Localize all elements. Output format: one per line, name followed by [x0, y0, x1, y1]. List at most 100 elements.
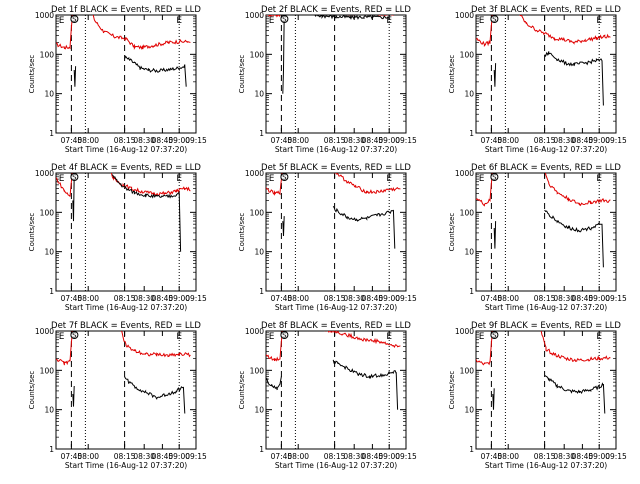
x-tick-label: 08:30 — [133, 136, 155, 145]
y-tick-label: 1 — [49, 287, 54, 296]
series-lld-line — [56, 15, 191, 51]
series-lld-line — [476, 173, 611, 207]
x-tick-label: 09:00 — [168, 452, 190, 461]
x-tick-label: 08:30 — [343, 452, 365, 461]
x-tick-label: 08:45 — [152, 294, 174, 303]
start-marker-circle — [70, 15, 79, 23]
chart-panel-3: Det 3f BLACK = Events, RED = LLD 1 10 100 10… — [448, 5, 627, 154]
x-tick-label: 08:30 — [553, 294, 575, 303]
x-tick-label: 08:00 — [77, 294, 99, 303]
y-tick-label: 1000 — [245, 11, 264, 20]
x-tick-label: 08:15 — [534, 294, 556, 303]
chart-title: Det 3f BLACK = Events, RED = LLD — [471, 5, 621, 15]
x-tick-label: 08:30 — [343, 136, 365, 145]
x-tick-label: 09:00 — [378, 452, 400, 461]
y-tick-label: 1000 — [35, 327, 54, 336]
plot-area — [56, 173, 191, 252]
series-lld-line — [266, 331, 401, 362]
x-tick-label: 08:30 — [133, 294, 155, 303]
series-events-line — [72, 174, 75, 222]
y-tick-label: 1 — [259, 287, 264, 296]
x-tick-label: 08:00 — [497, 452, 519, 461]
end-marker-label: E — [596, 174, 602, 184]
y-tick-label: 1000 — [35, 11, 54, 20]
end-marker-label: E — [176, 16, 182, 26]
y-tick-label: 10 — [254, 406, 264, 415]
y-tick-label: 10 — [44, 406, 54, 415]
end-marker-label: E — [269, 332, 275, 342]
x-tick-label: 08:45 — [362, 136, 384, 145]
y-tick-label: 100 — [460, 366, 475, 375]
end-marker-label: E — [479, 16, 485, 26]
start-marker-circle — [280, 331, 289, 339]
start-marker-circle — [280, 173, 289, 181]
x-tick-label: 09:15 — [185, 136, 207, 145]
x-tick-label: 09:15 — [395, 136, 417, 145]
x-tick-label: 08:30 — [553, 136, 575, 145]
y-tick-label: 1000 — [245, 327, 264, 336]
chart-panel-9: Det 9f BLACK = Events, RED = LLD 1 10 100 10… — [448, 321, 627, 470]
x-tick-label: 09:00 — [378, 294, 400, 303]
series-events-line — [73, 66, 77, 87]
chart-panel-2: Det 2f BLACK = Events, RED = LLD 1 10 100 10… — [238, 5, 417, 154]
x-tick-label: 09:00 — [378, 136, 400, 145]
start-marker-label: S — [72, 16, 77, 24]
end-marker-label: E — [269, 16, 275, 26]
series-events-line — [282, 15, 285, 94]
series-events-line — [124, 55, 187, 87]
x-tick-label: 08:45 — [572, 294, 594, 303]
plot-frame — [265, 14, 407, 134]
x-tick-label: 08:00 — [77, 136, 99, 145]
x-tick-label: 09:00 — [168, 294, 190, 303]
y-tick-label: 10 — [44, 90, 54, 99]
series-lld-line — [56, 331, 191, 366]
x-tick-label: 08:15 — [534, 452, 556, 461]
series-events-line — [72, 385, 75, 407]
start-marker-circle — [490, 173, 499, 181]
start-marker-label: S — [282, 332, 287, 340]
end-marker-label: E — [479, 174, 485, 184]
y-axis-label: Counts/sec — [238, 213, 246, 252]
y-tick-label: 10 — [464, 248, 474, 257]
y-tick-label: 100 — [250, 366, 265, 375]
series-events-line — [544, 51, 604, 106]
x-tick-label: 08:15 — [114, 294, 136, 303]
x-tick-label: 09:15 — [395, 294, 417, 303]
start-marker-circle — [490, 331, 499, 339]
chart-title: Det 8f BLACK = Events, RED = LLD — [261, 321, 411, 331]
start-marker-circle — [70, 331, 79, 339]
series-events-line — [124, 376, 186, 414]
x-tick-label: 09:15 — [605, 452, 627, 461]
plot-frame — [475, 330, 617, 450]
x-tick-label: 08:45 — [572, 136, 594, 145]
chart-title: Det 4f BLACK = Events, RED = LLD — [51, 163, 201, 173]
y-axis-label: Counts/sec — [238, 55, 246, 94]
y-axis-label: Counts/sec — [28, 213, 36, 252]
series-events-line — [544, 374, 606, 414]
start-marker-label: S — [282, 16, 287, 24]
x-tick-label: 08:00 — [287, 452, 309, 461]
end-marker-label: E — [176, 174, 182, 184]
x-axis-label: Start Time (16-Aug-12 07:37:20) — [485, 303, 607, 312]
x-tick-label: 08:15 — [324, 452, 346, 461]
y-tick-label: 10 — [254, 248, 264, 257]
end-marker-label: E — [59, 332, 65, 342]
y-tick-label: 1 — [469, 445, 474, 454]
chart-title: Det 7f BLACK = Events, RED = LLD — [51, 321, 201, 331]
x-tick-label: 09:00 — [588, 452, 610, 461]
plot-area — [476, 331, 611, 414]
series-events-line — [493, 221, 497, 249]
y-axis-label: Counts/sec — [448, 213, 456, 252]
x-tick-label: 07:45 — [481, 294, 503, 303]
x-tick-label: 07:45 — [271, 452, 293, 461]
y-tick-label: 1 — [469, 287, 474, 296]
chart-panel-4: Det 4f BLACK = Events, RED = LLD 1 10 100 10… — [28, 163, 207, 312]
x-tick-label: 08:00 — [77, 452, 99, 461]
x-tick-label: 09:15 — [605, 294, 627, 303]
series-events-line — [332, 359, 399, 410]
x-tick-label: 08:45 — [572, 452, 594, 461]
end-marker-label: E — [596, 332, 602, 342]
plot-area — [266, 331, 401, 410]
